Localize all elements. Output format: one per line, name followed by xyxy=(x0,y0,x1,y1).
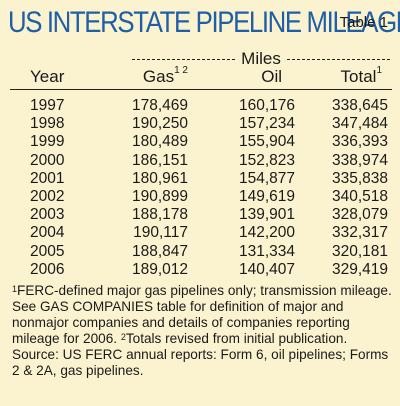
table-row: 2006 189,012 140,407 329,419 xyxy=(0,261,400,279)
cell-gas: 180,961 xyxy=(131,169,188,187)
cell-total: 336,393 xyxy=(331,133,388,151)
cell-oil: 149,619 xyxy=(238,187,295,205)
cell-gas: 190,899 xyxy=(131,187,188,205)
table-title: US INTERSTATE PIPELINE MILEAGE xyxy=(8,6,400,39)
footnote-2: Totals revised from initial publication. xyxy=(125,331,348,347)
cell-total: 332,317 xyxy=(331,224,388,242)
title-row: US INTERSTATE PIPELINE MILEAGE Table 1 xyxy=(8,6,400,40)
cell-year: 2004 xyxy=(30,224,65,242)
cell-oil: 131,334 xyxy=(238,242,295,260)
cell-total: 329,419 xyxy=(331,260,388,278)
table-row: 2002 190,899 149,619 340,518 xyxy=(0,188,400,206)
cell-gas: 189,012 xyxy=(131,260,188,278)
table-body: 1997 178,469 160,176 338,645 1998 190,250 157,… xyxy=(0,97,400,279)
cell-year: 2005 xyxy=(30,242,65,260)
table-row: 2001 180,961 154,877 335,838 xyxy=(0,170,400,188)
miles-label: Miles xyxy=(241,49,281,68)
header-oil: Oil xyxy=(261,67,282,86)
cell-year: 2003 xyxy=(30,206,65,224)
table-row: 1998 190,250 157,234 347,484 xyxy=(0,115,400,133)
header-total-text: Total xyxy=(340,67,377,86)
dashed-rule-left xyxy=(132,58,236,60)
cell-year: 2006 xyxy=(30,260,65,278)
header-total-footnote: 1 xyxy=(376,65,382,76)
footnotes: 1FERC-defined major gas pipelines only; … xyxy=(12,283,392,380)
cell-oil: 152,823 xyxy=(238,151,295,169)
table-row: 2000 186,151 152,823 338,974 xyxy=(0,152,400,170)
table-row: 2004 190,117 142,200 332,317 xyxy=(0,224,400,242)
footnote-text: 1FERC-defined major gas pipelines only; … xyxy=(12,283,392,347)
cell-gas: 190,117 xyxy=(133,224,188,242)
cell-oil: 140,407 xyxy=(238,260,295,278)
cell-gas: 188,178 xyxy=(131,206,188,224)
footnote-1-marker: 1 xyxy=(12,284,18,294)
table-row: 2005 188,847 131,334 320,181 xyxy=(0,243,400,261)
cell-total: 338,645 xyxy=(331,97,388,114)
cell-total: 347,484 xyxy=(331,115,388,133)
cell-oil: 154,877 xyxy=(238,169,295,187)
cell-total: 340,518 xyxy=(331,187,388,205)
cell-year: 1999 xyxy=(30,133,65,151)
cell-gas: 180,489 xyxy=(131,133,188,151)
cell-year: 2002 xyxy=(30,187,65,205)
cell-year: 2000 xyxy=(30,151,65,169)
cell-oil: 160,176 xyxy=(238,97,295,114)
header-gas-text: Gas xyxy=(142,67,175,86)
table-row: 1997 178,469 160,176 338,645 xyxy=(0,97,400,115)
header-gas: Gas1 2 xyxy=(142,65,188,87)
cell-oil: 139,901 xyxy=(238,206,295,224)
header-year: Year xyxy=(30,67,65,86)
cell-gas: 178,469 xyxy=(131,97,188,114)
footnote-2-marker: 2 xyxy=(120,332,126,343)
table-row: 1999 180,489 155,904 336,393 xyxy=(0,133,400,151)
cell-year: 1998 xyxy=(30,115,65,133)
cell-gas: 190,250 xyxy=(131,115,188,133)
dashed-rule-right xyxy=(286,58,391,60)
source-note: Source: US FERC annual reports: Form 6, … xyxy=(12,347,389,379)
cell-total: 328,079 xyxy=(331,206,388,224)
cell-year: 1997 xyxy=(30,97,65,114)
cell-oil: 142,200 xyxy=(238,224,295,242)
cell-total: 320,181 xyxy=(331,242,388,260)
header-gas-footnote: 1 2 xyxy=(174,65,188,76)
cell-gas: 188,847 xyxy=(131,242,188,260)
miles-span-header: Miles xyxy=(132,49,391,68)
cell-oil: 157,234 xyxy=(238,115,295,133)
footnote-1: FERC-defined major gas pipelines only; t… xyxy=(12,283,392,347)
header-total: Total1 xyxy=(340,65,382,87)
cell-oil: 155,904 xyxy=(238,133,295,151)
cell-total: 338,974 xyxy=(331,151,388,169)
table-number-label: Table 1 xyxy=(339,14,388,31)
cell-gas: 186,151 xyxy=(131,151,188,169)
cell-year: 2001 xyxy=(30,169,65,187)
header-rule xyxy=(10,89,392,90)
column-header-row: Year Gas1 2 Oil Total1 xyxy=(0,65,400,89)
table-row: 2003 188,178 139,901 328,079 xyxy=(0,206,400,224)
cell-total: 335,838 xyxy=(331,169,388,187)
